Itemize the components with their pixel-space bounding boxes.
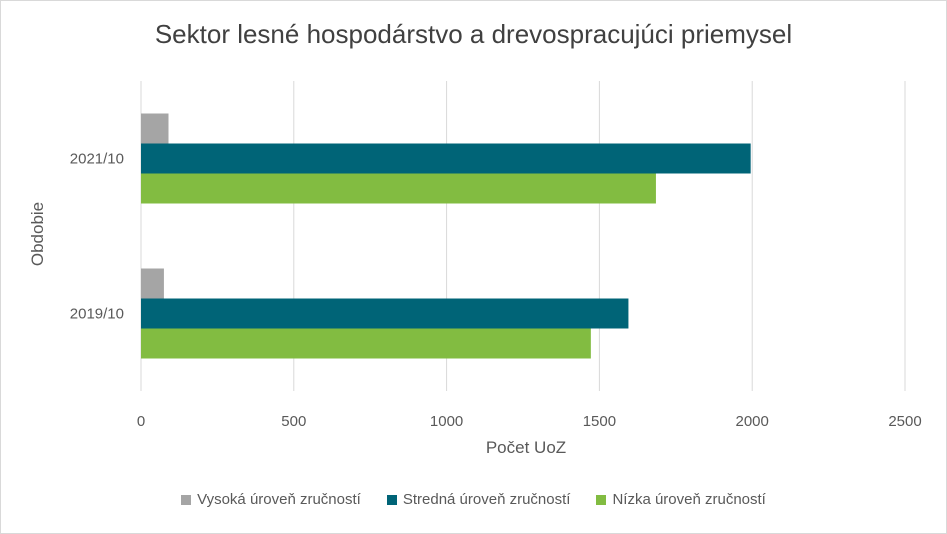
bars [141, 113, 751, 359]
legend: Vysoká úroveň zručností Stredná úroveň zr… [1, 491, 946, 508]
legend-item: Vysoká úroveň zručností [181, 491, 361, 508]
legend-label: Nízka úroveň zručností [612, 491, 766, 508]
bar [141, 173, 656, 204]
legend-swatch [596, 494, 607, 505]
bar [141, 328, 591, 359]
legend-label: Vysoká úroveň zručností [197, 491, 361, 508]
x-tick-label: 1500 [583, 413, 616, 430]
y-tick-label: 2021/10 [70, 151, 124, 168]
x-tick-label: 1000 [430, 413, 463, 430]
legend-swatch [386, 494, 397, 505]
legend-item: Stredná úroveň zručností [386, 491, 571, 508]
legend-item: Nízka úroveň zručností [596, 491, 766, 508]
x-tick-label: 0 [137, 413, 145, 430]
bar [141, 268, 164, 299]
legend-label: Stredná úroveň zručností [402, 491, 571, 508]
x-tick-label: 2500 [888, 413, 921, 430]
x-tick-label: 500 [281, 413, 306, 430]
tick-labels: 0 500 1000 1500 2000 2500 2019/10 2021/10 [70, 151, 922, 431]
chart-title: Sektor lesné hospodárstvo a drevospracuj… [154, 19, 793, 49]
y-tick-label: 2019/10 [70, 306, 124, 323]
bar [141, 113, 169, 144]
bar [141, 298, 629, 329]
x-tick-label: 2000 [736, 413, 769, 430]
legend-swatch [181, 494, 192, 505]
bar [141, 143, 751, 174]
y-axis-title: Obdobie [28, 201, 47, 267]
x-axis-title: Počet UoZ [485, 438, 567, 457]
